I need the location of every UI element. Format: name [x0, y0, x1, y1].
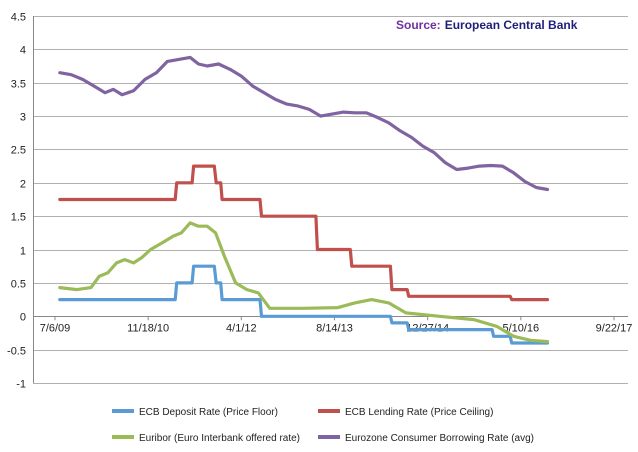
series-line-3 — [58, 55, 550, 192]
x-tick-label: 7/6/09 — [40, 322, 71, 334]
x-axis-ticks: 7/6/09 11/18/10 4/1/12 8/14/13 12/27/14 5/10/… — [40, 316, 633, 334]
x-tick-label: 4/1/12 — [226, 322, 257, 334]
y-tick-label: 1 — [20, 246, 26, 258]
x-tick-label: 11/18/10 — [127, 322, 169, 334]
series-lines — [58, 55, 550, 345]
source-label: Source: — [396, 18, 441, 32]
x-tick-label: 8/14/13 — [316, 322, 353, 334]
series-line-1 — [58, 164, 550, 302]
legend-label: ECB Lending Rate (Price Ceiling) — [345, 407, 493, 418]
y-tick-label: 4.5 — [11, 12, 26, 24]
y-tick-label: -0.5 — [7, 346, 26, 358]
y-tick-label: 3.5 — [11, 79, 26, 91]
y-tick-label: 2.5 — [11, 145, 26, 157]
y-tick-label: 3 — [20, 112, 26, 124]
y-tick-label: -1 — [16, 379, 26, 391]
x-tick-label: 9/22/17 — [596, 322, 633, 334]
legend-label: Eurozone Consumer Borrowing Rate (avg) — [345, 433, 534, 444]
source-annotation: Source: European Central Bank — [396, 18, 578, 32]
y-tick-label: 0 — [20, 312, 26, 324]
y-axis-ticks: -1 -0.5 0 0.5 1 1.5 2 2.5 3 3.5 4 4.5 — [7, 12, 26, 391]
series-line-0 — [58, 264, 550, 345]
legend-label: Euribor (Euro Interbank offered rate) — [139, 433, 300, 444]
y-tick-label: 0.5 — [11, 279, 26, 291]
legend: ECB Deposit Rate (Price Floor) ECB Lendin… — [112, 407, 534, 444]
source-text: European Central Bank — [445, 18, 578, 32]
x-tick-label: 5/10/16 — [502, 322, 539, 334]
y-tick-label: 4 — [20, 45, 26, 57]
series-line-2 — [58, 221, 550, 344]
y-tick-label: 2 — [20, 179, 26, 191]
y-tick-label: 1.5 — [11, 212, 26, 224]
legend-label: ECB Deposit Rate (Price Floor) — [139, 407, 278, 418]
